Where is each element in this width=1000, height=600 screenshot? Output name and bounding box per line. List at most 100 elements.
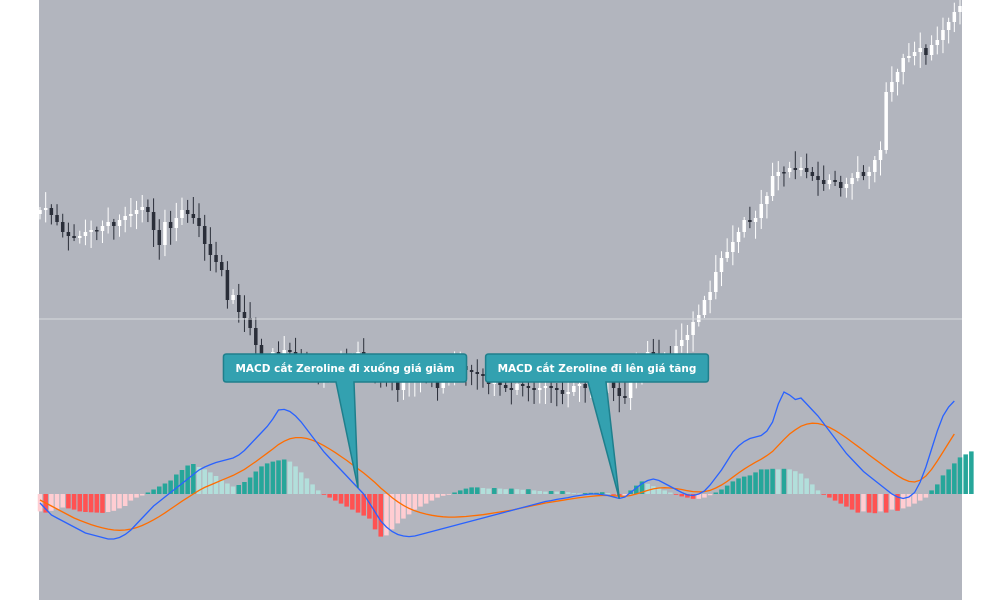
candle-body — [140, 207, 144, 210]
histogram-bar — [333, 494, 338, 501]
histogram-bar — [889, 494, 895, 510]
candle-body — [231, 295, 235, 300]
histogram-bar — [810, 484, 815, 494]
histogram-bar — [475, 487, 480, 494]
histogram-bar — [247, 477, 253, 494]
histogram-bar — [196, 467, 202, 494]
candle-body — [577, 384, 582, 386]
histogram-bar — [554, 491, 560, 494]
candle-body — [549, 386, 553, 388]
candle-body — [856, 172, 860, 178]
histogram-bar — [179, 470, 185, 494]
candle-body — [123, 216, 127, 220]
histogram-bar — [401, 494, 406, 519]
candle-body — [219, 262, 224, 270]
histogram-bar — [117, 494, 122, 509]
histogram-bar — [321, 494, 327, 495]
candle-body — [952, 12, 957, 22]
histogram-bar — [741, 476, 747, 494]
candle-body — [929, 45, 934, 55]
callout-bullish-cross-shape — [484, 353, 710, 499]
histogram-bar — [776, 469, 781, 494]
histogram-bar — [208, 472, 213, 494]
histogram-bar — [480, 488, 486, 494]
candle-body — [225, 270, 230, 300]
candle-body — [838, 182, 843, 188]
histogram-bar — [88, 494, 94, 513]
histogram-bar — [151, 489, 156, 494]
histogram-bar — [673, 494, 679, 495]
candle-body — [555, 388, 559, 390]
candle-body — [810, 172, 815, 176]
histogram-bar — [639, 481, 645, 494]
histogram-bar — [134, 494, 139, 498]
histogram-bar — [662, 490, 667, 494]
histogram-bar — [787, 469, 792, 494]
candle-body — [174, 218, 179, 228]
histogram-bar — [900, 494, 906, 509]
callout-bearish-cross: MACD cắt Zeroline đi xuống giá giảm — [222, 353, 468, 489]
candle-body — [895, 72, 900, 82]
candle-body — [844, 184, 849, 188]
candle-body — [827, 180, 832, 184]
histogram-bar — [690, 494, 696, 499]
candle-body — [197, 218, 201, 226]
histogram-bar — [213, 476, 219, 494]
candle-body — [770, 176, 775, 196]
candle-body — [202, 226, 207, 244]
histogram-bar — [849, 494, 855, 510]
histogram-bar — [162, 483, 168, 494]
histogram-bar — [105, 494, 111, 512]
candle-body — [623, 396, 627, 398]
histogram-bar — [543, 491, 548, 494]
histogram-bar — [83, 494, 88, 512]
candle-body — [725, 252, 729, 258]
candle-body — [941, 30, 945, 40]
histogram-bar — [350, 494, 355, 510]
candle-body — [821, 180, 826, 184]
histogram-bar — [71, 494, 77, 510]
candle-body — [850, 178, 854, 184]
candle-body — [435, 382, 440, 388]
histogram-bar — [832, 494, 838, 501]
histogram-bar — [298, 472, 304, 494]
histogram-bar — [412, 494, 418, 510]
candle-body — [526, 386, 531, 388]
histogram-bar — [174, 474, 179, 494]
histogram-bar — [367, 494, 372, 519]
histogram-bar — [435, 494, 440, 498]
candle-body — [628, 372, 633, 398]
candle-body — [787, 168, 792, 172]
histogram-bar — [469, 487, 474, 494]
candle-body — [237, 295, 241, 312]
candle-body — [515, 384, 519, 390]
histogram-bar — [423, 494, 429, 504]
histogram-bar — [815, 490, 821, 494]
histogram-bar — [304, 478, 310, 494]
candle-body — [804, 168, 809, 172]
candle-body — [66, 232, 71, 236]
candle-body — [475, 372, 480, 374]
histogram-bar — [912, 494, 917, 504]
histogram-bar — [582, 493, 588, 494]
histogram-bar — [702, 494, 707, 498]
histogram-bar — [66, 494, 71, 509]
candle-body — [441, 382, 445, 388]
histogram-bar — [281, 459, 287, 494]
histogram-bar — [605, 493, 611, 494]
chart-background — [39, 0, 962, 600]
histogram-bar — [685, 494, 690, 498]
candle-body — [833, 180, 837, 182]
histogram-bar — [406, 494, 412, 515]
histogram-bar — [622, 494, 628, 496]
candle-body — [782, 172, 786, 174]
histogram-bar — [145, 492, 151, 494]
histogram-bar — [935, 484, 940, 494]
candle-body — [83, 232, 88, 236]
candle-body — [708, 292, 712, 300]
candle-body — [129, 214, 133, 216]
candle-body — [583, 384, 587, 388]
histogram-bar — [316, 490, 321, 494]
histogram-bar — [963, 454, 968, 494]
histogram-bar — [861, 494, 866, 512]
